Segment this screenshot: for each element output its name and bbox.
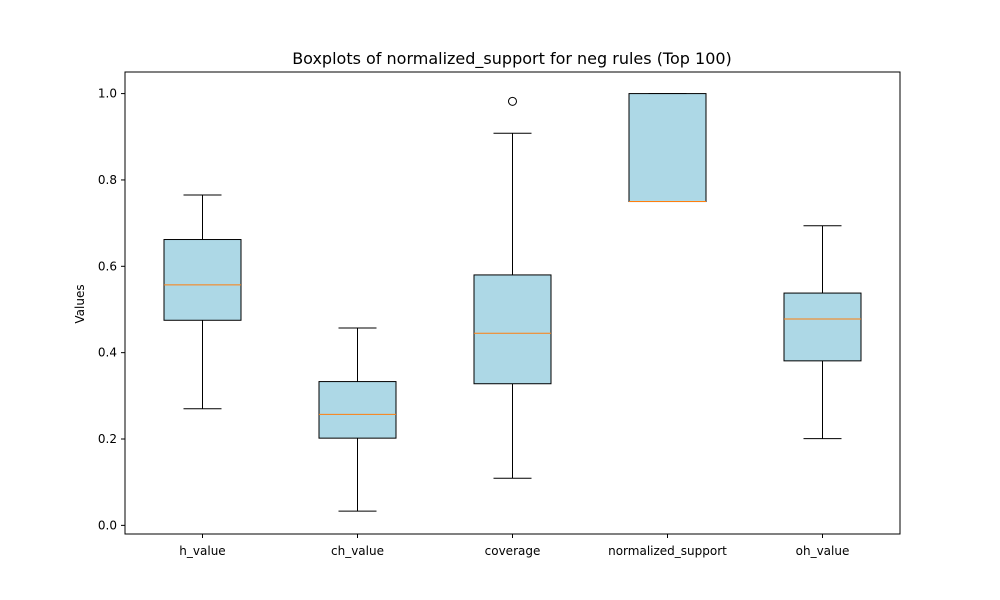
box-h_value: [163, 239, 242, 321]
box-oh_value: [783, 292, 862, 362]
box-normalized_support: [628, 93, 707, 203]
x-tick-label: normalized_support: [608, 544, 727, 558]
x-tick-label: coverage: [485, 544, 541, 558]
chart-title: Boxplots of normalized_support for neg r…: [292, 49, 732, 69]
y-tick-label: 1.0: [98, 87, 117, 101]
x-tick-label: h_value: [179, 544, 225, 558]
x-tick-label: ch_value: [331, 544, 384, 558]
x-tick-label: oh_value: [796, 544, 850, 558]
y-axis-label: Values: [73, 284, 87, 323]
plot-frame: [124, 71, 901, 535]
box-ch_value: [318, 381, 397, 439]
box-coverage: [473, 274, 552, 385]
y-tick-label: 0.2: [98, 432, 117, 446]
y-tick-label: 0.0: [98, 518, 117, 532]
y-tick-label: 0.4: [98, 346, 117, 360]
y-tick-label: 0.6: [98, 259, 117, 273]
outlier-point: [508, 96, 517, 106]
y-tick-label: 0.8: [98, 173, 117, 187]
plot-area: 0.0 0.2 0.4 0.6 0.8 1.0 h_value ch_value coverag…: [98, 71, 901, 558]
